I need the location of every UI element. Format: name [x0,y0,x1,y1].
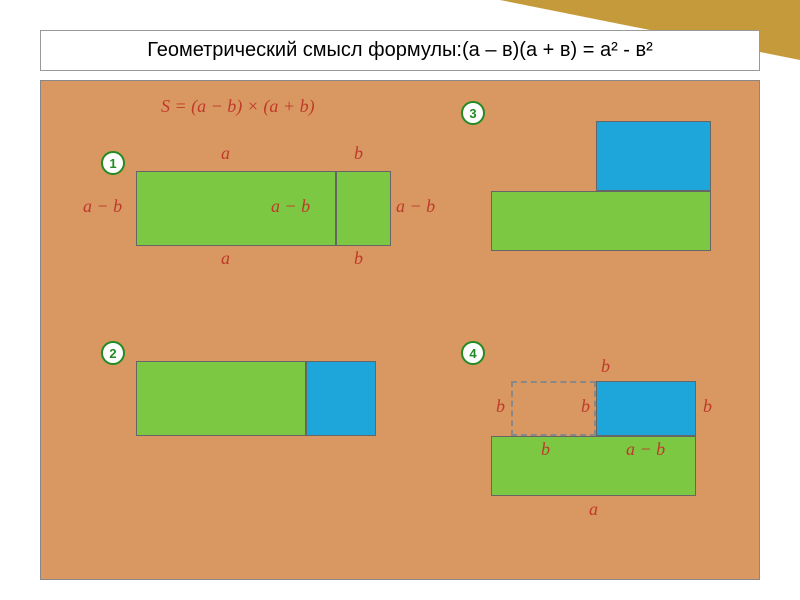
badge-2-num: 2 [109,346,116,361]
p4-blue-rect [596,381,696,436]
main-panel: S = (a − b) × (a + b) 1 a b a − b a − b … [40,80,760,580]
badge-3: 3 [461,101,485,125]
badge-1-num: 1 [109,156,116,171]
p4-green-rect [491,436,696,496]
p2-blue-rect [306,361,376,436]
p4-inner-amb: a − b [626,439,665,460]
p4-right-b: b [703,396,712,417]
p3-green-rect [491,191,711,251]
p2-green-rect [136,361,306,436]
p1-top-a: a [221,143,230,164]
p1-top-b: b [354,143,363,164]
title-text: Геометрический смысл формулы:(а – в)(а +… [147,39,653,61]
p1-left-amb: a − b [83,196,122,217]
p1-bot-a: a [221,248,230,269]
badge-2: 2 [101,341,125,365]
p4-mid-b: b [581,396,590,417]
p4-top-b: b [601,356,610,377]
badge-3-num: 3 [469,106,476,121]
p1-right-amb: a − b [396,196,435,217]
badge-1: 1 [101,151,125,175]
p1-mid-amb: a − b [271,196,310,217]
badge-4: 4 [461,341,485,365]
p1-divider [336,171,337,246]
p1-blue-rect [336,171,391,246]
p1-bot-b: b [354,248,363,269]
badge-4-num: 4 [469,346,476,361]
p4-left-b: b [496,396,505,417]
formula-text: S = (a − b) × (a + b) [161,96,315,117]
p4-bot-a: a [589,499,598,520]
p4-inner-b: b [541,439,550,460]
title-bar: Геометрический смысл формулы:(а – в)(а +… [40,30,760,71]
p3-blue-rect [596,121,711,191]
